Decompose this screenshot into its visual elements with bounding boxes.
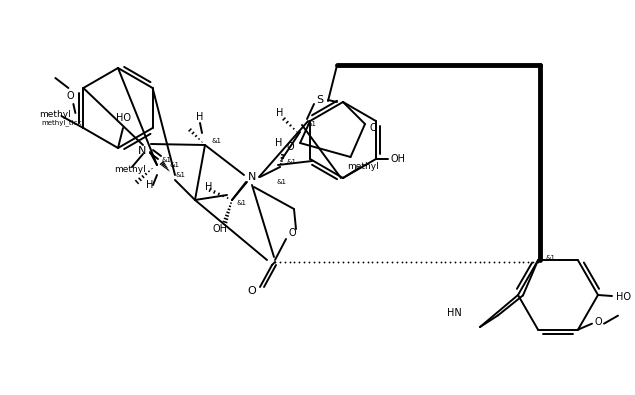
Text: HO: HO <box>616 292 631 302</box>
Text: H: H <box>205 182 213 192</box>
Text: N: N <box>248 172 256 182</box>
Text: O: O <box>288 228 296 238</box>
Text: methyl_tick: methyl_tick <box>41 120 82 126</box>
Text: HO: HO <box>116 113 131 123</box>
Text: O: O <box>248 286 257 296</box>
Text: H: H <box>276 138 283 148</box>
Text: HN: HN <box>447 308 462 318</box>
Text: &1: &1 <box>277 179 287 185</box>
Text: H: H <box>196 112 204 122</box>
Text: methyl: methyl <box>114 164 146 173</box>
Text: S: S <box>316 95 324 105</box>
Text: &1: &1 <box>175 172 185 178</box>
Text: H: H <box>146 180 154 190</box>
Text: O: O <box>67 91 74 101</box>
Text: O: O <box>594 317 602 327</box>
Text: N: N <box>138 146 146 156</box>
Text: H: H <box>276 108 284 118</box>
Text: methyl: methyl <box>39 109 71 118</box>
Text: O: O <box>369 123 377 133</box>
Text: &1: &1 <box>307 121 317 127</box>
Text: &1: &1 <box>237 200 247 206</box>
Text: &1: &1 <box>287 159 297 165</box>
Text: &1: &1 <box>162 157 172 163</box>
Text: &1: &1 <box>212 138 222 144</box>
Text: methyl: methyl <box>347 162 379 171</box>
Text: &1: &1 <box>546 255 556 261</box>
Text: &1: &1 <box>170 162 180 168</box>
Text: OH: OH <box>391 154 405 164</box>
Text: O: O <box>286 142 294 152</box>
Text: OH: OH <box>213 224 227 234</box>
